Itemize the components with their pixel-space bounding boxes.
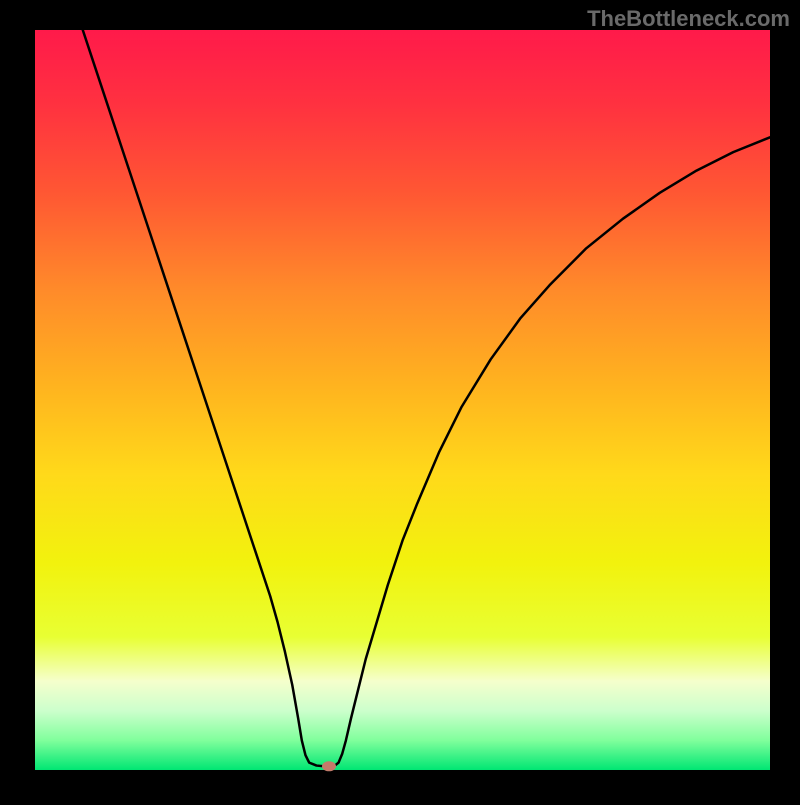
chart-background [35, 30, 770, 770]
watermark-text: TheBottleneck.com [587, 6, 790, 32]
optimal-point-marker [322, 761, 336, 771]
chart-svg [0, 0, 800, 800]
bottleneck-chart [0, 0, 800, 800]
